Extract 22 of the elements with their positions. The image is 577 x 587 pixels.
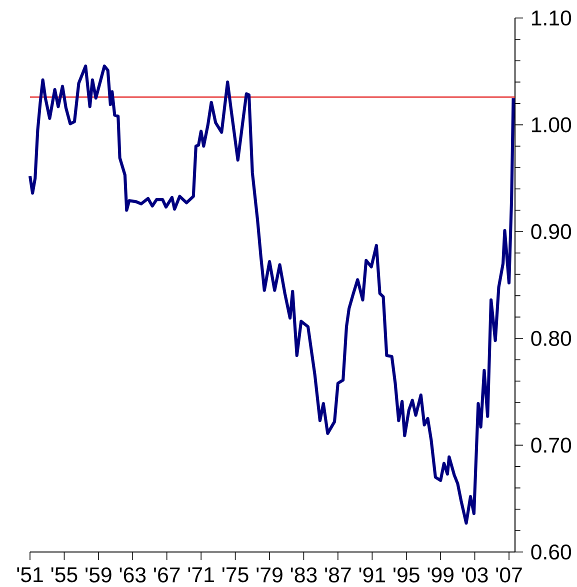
y-tick-label: 0.90	[531, 224, 572, 240]
x-tick-label: '07	[496, 567, 522, 582]
x-tick-label: '83	[290, 567, 317, 582]
y-tick-label: 1.00	[532, 117, 572, 132]
x-tick-label: '03	[462, 567, 488, 582]
y-tick-label: 0.60	[531, 544, 572, 560]
x-tick-label: '55	[51, 567, 78, 582]
x-tick-label: '59	[86, 567, 112, 582]
x-tick-label: '79	[256, 567, 282, 582]
x-tick-label: '91	[359, 567, 385, 582]
x-tick-label: '51	[17, 567, 43, 582]
y-tick-label: 0.70	[531, 438, 572, 453]
line-series	[28, 64, 515, 525]
x-tick-label: '95	[394, 567, 420, 582]
x-tick-label: '63	[120, 567, 146, 582]
x-tick-label: '87	[325, 567, 351, 582]
x-tick-label: '75	[222, 567, 248, 582]
x-tick-label: '99	[428, 567, 454, 582]
y-tick-label: 1.10	[532, 10, 572, 26]
x-tick-label: '67	[154, 567, 180, 582]
y-tick-label: 0.80	[531, 330, 572, 346]
x-tick-label: '71	[188, 567, 214, 582]
